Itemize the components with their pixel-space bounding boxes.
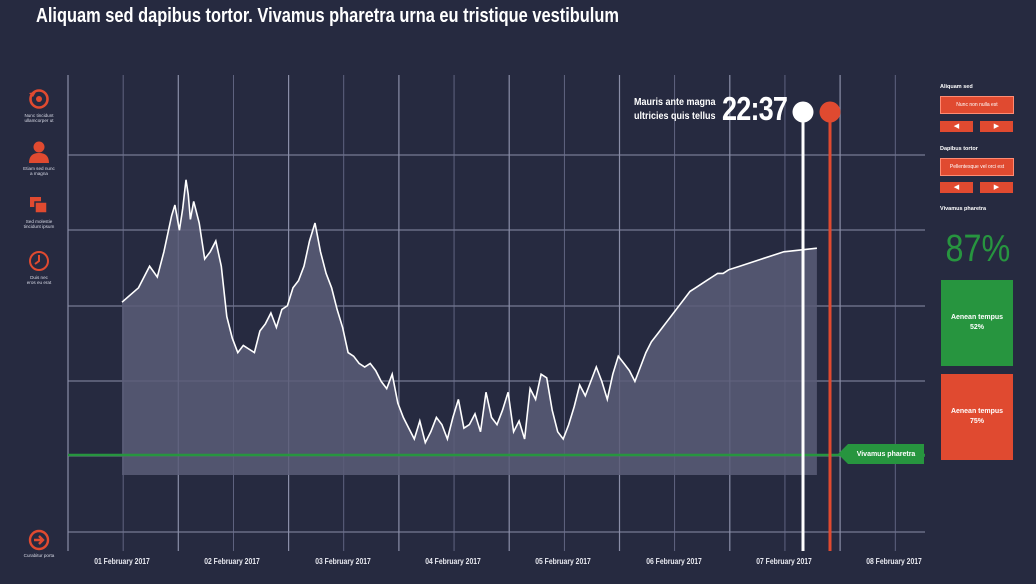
next-button[interactable]: ▶ (980, 182, 1013, 193)
x-tick-label: 04 February 2017 (425, 557, 481, 566)
stat-value: 52% (969, 324, 984, 331)
x-tick-label: 08 February 2017 (866, 557, 922, 566)
restore-icon (29, 89, 49, 109)
level-marker-tag[interactable]: Vivamus pharetra (838, 444, 924, 464)
x-tick-label: 07 February 2017 (756, 557, 812, 566)
nav-label: eros eu erat (26, 280, 52, 286)
x-tick-label: 06 February 2017 (645, 557, 702, 566)
nav-label: tincidunt ipsum (23, 224, 55, 230)
arrow-left-icon: ◀ (953, 184, 960, 191)
right-panel: Aliquam sed Nunc non nulla est ◀ ▶ Dapib… (934, 0, 1036, 584)
arrow-right-circle-icon (28, 529, 50, 551)
nav-label: a magna (30, 171, 48, 177)
section-label: Aliquam sed (940, 84, 973, 90)
x-tick-label: 05 February 2017 (535, 557, 591, 566)
cursor-handle-red[interactable] (819, 101, 841, 123)
nav-label: Nunc tincidunt (24, 113, 54, 118)
user-icon (29, 141, 49, 163)
arrow-right-icon: ▶ (993, 184, 1000, 191)
stat-title: Aenean tempus (950, 314, 1004, 321)
area-chart[interactable] (0, 0, 930, 584)
nav-item-restore[interactable]: Nunc tincidunt ullamcorper ut (14, 87, 64, 124)
series-area (122, 179, 817, 476)
stat-value: 75% (969, 418, 984, 425)
section-label: Vivamus pharetra (940, 206, 987, 212)
nav-label: Etiam sed nunc (23, 166, 55, 171)
x-tick-label: 01 February 2017 (94, 557, 150, 566)
section-label: Dapibus tortor (940, 146, 978, 152)
chart-area: 01 February 2017 02 February 2017 03 Febru… (0, 0, 930, 584)
x-tick-label: 03 February 2017 (314, 557, 371, 566)
nav-label: ullamcorper ut (24, 118, 54, 124)
clock-caption-line: Mauris ante magna (634, 97, 716, 108)
prev-button[interactable]: ◀ (940, 121, 973, 132)
nav-item-windows[interactable]: Sed molestie tincidunt ipsum (14, 195, 64, 230)
x-tick-label: 02 February 2017 (204, 557, 261, 566)
nav-item-user[interactable]: Etiam sed nunc a magna (14, 140, 64, 177)
clock-caption-line: ultricies quis tellus (634, 111, 716, 122)
percent-value: 87% (945, 228, 1011, 270)
nav-item-curabitur[interactable]: Curabitur porta (14, 529, 64, 558)
nav-label: Curabitur porta (23, 553, 55, 558)
windows-icon (30, 197, 48, 214)
series-line (121, 179, 817, 445)
selector-button[interactable]: Nunc non nulla est (940, 96, 1014, 114)
chart-series (121, 179, 817, 476)
arrow-left-icon: ◀ (953, 123, 960, 130)
arrow-right-icon: ▶ (993, 123, 1000, 130)
clock-icon (29, 251, 49, 271)
page-title: Aliquam sed dapibus tortor. Vivamus phar… (36, 5, 619, 27)
cursor-handle-white[interactable] (792, 101, 814, 123)
stat-title: Aenean tempus (950, 408, 1004, 415)
left-nav: Nunc tincidunt ullamcorper ut Etiam sed … (0, 0, 80, 584)
clock-caption: Mauris ante magna ultricies quis tellus (634, 96, 716, 124)
nav-label: Duis nec (30, 275, 48, 280)
clock-time: 22:37 (722, 90, 788, 127)
nav-item-clock[interactable]: Duis nec eros eu erat (14, 249, 64, 286)
stat-box-green: Aenean tempus 52% (941, 280, 1013, 366)
prev-button[interactable]: ◀ (940, 182, 973, 193)
next-button[interactable]: ▶ (980, 121, 1013, 132)
selector-button[interactable]: Pellentesque vel orci est (940, 158, 1014, 176)
stat-box-red: Aenean tempus 75% (941, 374, 1013, 460)
nav-label: Sed molestie (25, 219, 53, 224)
